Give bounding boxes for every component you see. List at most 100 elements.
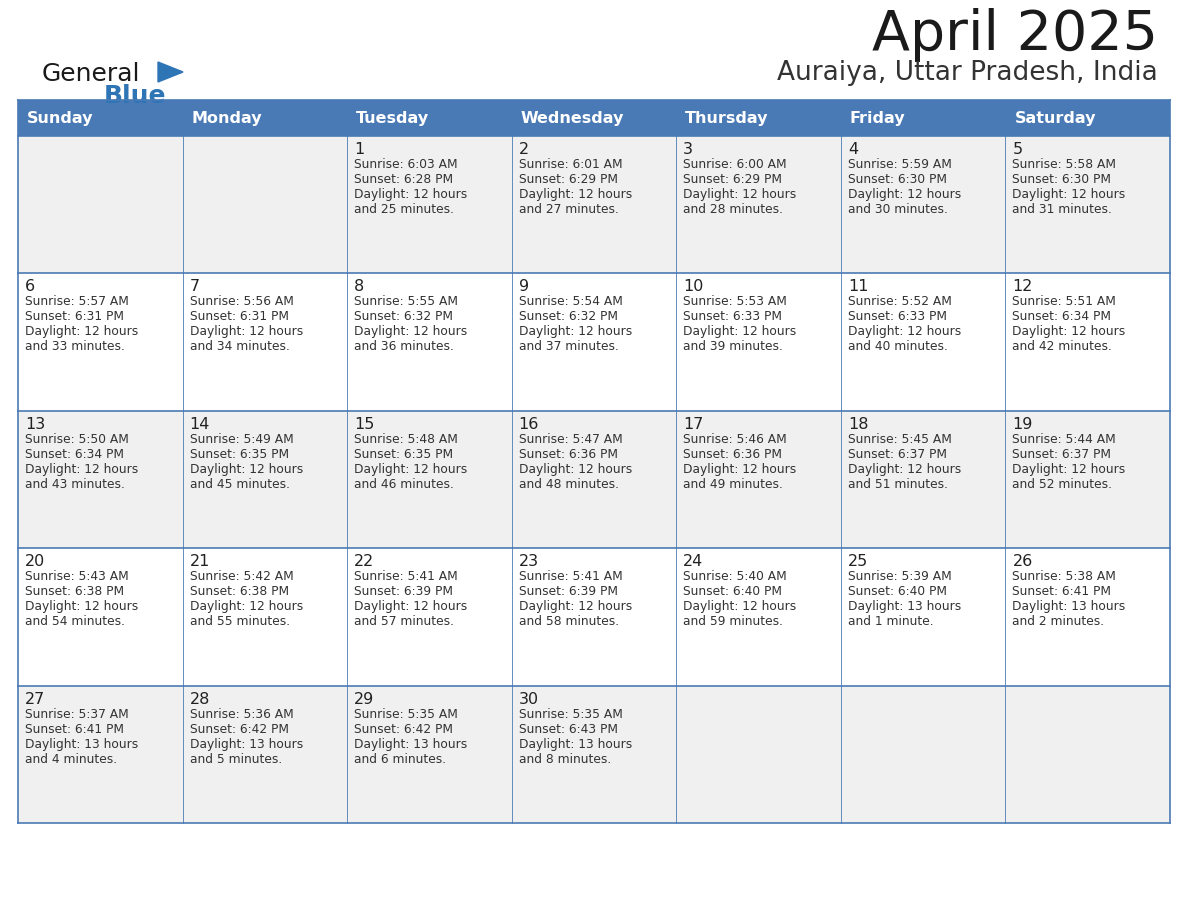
Text: and 1 minute.: and 1 minute. [848, 615, 934, 628]
Text: 27: 27 [25, 691, 45, 707]
Text: Daylight: 13 hours: Daylight: 13 hours [25, 737, 138, 751]
Text: Sunrise: 5:35 AM: Sunrise: 5:35 AM [519, 708, 623, 721]
Text: Daylight: 12 hours: Daylight: 12 hours [354, 600, 467, 613]
Text: Sunset: 6:29 PM: Sunset: 6:29 PM [519, 173, 618, 186]
Text: Daylight: 13 hours: Daylight: 13 hours [519, 737, 632, 751]
Text: Sunrise: 5:41 AM: Sunrise: 5:41 AM [354, 570, 457, 583]
Text: 5: 5 [1012, 142, 1023, 157]
Text: 8: 8 [354, 279, 365, 295]
Text: and 36 minutes.: and 36 minutes. [354, 341, 454, 353]
Text: and 48 minutes.: and 48 minutes. [519, 477, 619, 491]
Text: Daylight: 12 hours: Daylight: 12 hours [354, 463, 467, 476]
Text: and 8 minutes.: and 8 minutes. [519, 753, 611, 766]
Text: and 5 minutes.: and 5 minutes. [190, 753, 282, 766]
Text: 22: 22 [354, 554, 374, 569]
Text: and 52 minutes.: and 52 minutes. [1012, 477, 1112, 491]
Text: Sunrise: 5:54 AM: Sunrise: 5:54 AM [519, 296, 623, 308]
Text: and 59 minutes.: and 59 minutes. [683, 615, 783, 628]
Text: 16: 16 [519, 417, 539, 431]
Text: and 54 minutes.: and 54 minutes. [25, 615, 125, 628]
Text: Sunset: 6:32 PM: Sunset: 6:32 PM [354, 310, 453, 323]
Text: 7: 7 [190, 279, 200, 295]
Text: 9: 9 [519, 279, 529, 295]
Bar [18, 548, 1170, 686]
Text: Daylight: 13 hours: Daylight: 13 hours [1012, 600, 1126, 613]
Text: Tuesday: Tuesday [356, 110, 429, 126]
Text: and 25 minutes.: and 25 minutes. [354, 203, 454, 216]
Text: Sunrise: 6:03 AM: Sunrise: 6:03 AM [354, 158, 457, 171]
Text: Sunrise: 5:47 AM: Sunrise: 5:47 AM [519, 432, 623, 446]
Text: Sunrise: 5:42 AM: Sunrise: 5:42 AM [190, 570, 293, 583]
Text: and 2 minutes.: and 2 minutes. [1012, 615, 1105, 628]
Text: 13: 13 [25, 417, 45, 431]
Text: 17: 17 [683, 417, 703, 431]
Text: Sunset: 6:29 PM: Sunset: 6:29 PM [683, 173, 782, 186]
Text: Friday: Friday [849, 110, 905, 126]
Text: Sunset: 6:31 PM: Sunset: 6:31 PM [190, 310, 289, 323]
Text: and 43 minutes.: and 43 minutes. [25, 477, 125, 491]
Text: Daylight: 12 hours: Daylight: 12 hours [1012, 188, 1126, 201]
Text: Sunset: 6:31 PM: Sunset: 6:31 PM [25, 310, 124, 323]
Text: 2: 2 [519, 142, 529, 157]
Text: Sunday: Sunday [27, 110, 94, 126]
Text: Sunrise: 5:41 AM: Sunrise: 5:41 AM [519, 570, 623, 583]
Text: Monday: Monday [191, 110, 263, 126]
Text: Daylight: 12 hours: Daylight: 12 hours [354, 325, 467, 339]
Text: 28: 28 [190, 691, 210, 707]
Text: Sunrise: 5:57 AM: Sunrise: 5:57 AM [25, 296, 128, 308]
Text: Wednesday: Wednesday [520, 110, 624, 126]
Text: Sunrise: 5:49 AM: Sunrise: 5:49 AM [190, 432, 293, 446]
Bar [18, 100, 1170, 136]
Text: Daylight: 12 hours: Daylight: 12 hours [1012, 463, 1126, 476]
Text: Daylight: 12 hours: Daylight: 12 hours [190, 325, 303, 339]
Text: Sunset: 6:30 PM: Sunset: 6:30 PM [1012, 173, 1112, 186]
Bar [18, 686, 1170, 823]
Text: Sunrise: 5:50 AM: Sunrise: 5:50 AM [25, 432, 128, 446]
Text: Sunrise: 5:59 AM: Sunrise: 5:59 AM [848, 158, 952, 171]
Text: Daylight: 12 hours: Daylight: 12 hours [519, 325, 632, 339]
Text: Sunset: 6:34 PM: Sunset: 6:34 PM [25, 448, 124, 461]
Text: 24: 24 [683, 554, 703, 569]
Text: Saturday: Saturday [1015, 110, 1095, 126]
Text: 15: 15 [354, 417, 374, 431]
Text: Daylight: 12 hours: Daylight: 12 hours [519, 463, 632, 476]
Text: Blue: Blue [105, 84, 166, 108]
Text: and 57 minutes.: and 57 minutes. [354, 615, 454, 628]
Text: Auraiya, Uttar Pradesh, India: Auraiya, Uttar Pradesh, India [777, 60, 1158, 86]
Text: Daylight: 12 hours: Daylight: 12 hours [683, 600, 796, 613]
Text: Sunrise: 5:51 AM: Sunrise: 5:51 AM [1012, 296, 1117, 308]
Text: and 40 minutes.: and 40 minutes. [848, 341, 948, 353]
Text: 12: 12 [1012, 279, 1032, 295]
Text: Daylight: 13 hours: Daylight: 13 hours [848, 600, 961, 613]
Text: Sunrise: 5:48 AM: Sunrise: 5:48 AM [354, 432, 459, 446]
Text: Sunset: 6:36 PM: Sunset: 6:36 PM [683, 448, 782, 461]
Text: April 2025: April 2025 [872, 8, 1158, 62]
Text: 11: 11 [848, 279, 868, 295]
Text: 23: 23 [519, 554, 539, 569]
Text: Sunset: 6:40 PM: Sunset: 6:40 PM [683, 585, 782, 599]
Text: and 42 minutes.: and 42 minutes. [1012, 341, 1112, 353]
Text: Sunset: 6:43 PM: Sunset: 6:43 PM [519, 722, 618, 735]
Text: and 46 minutes.: and 46 minutes. [354, 477, 454, 491]
Text: Daylight: 13 hours: Daylight: 13 hours [190, 737, 303, 751]
Text: Daylight: 12 hours: Daylight: 12 hours [683, 463, 796, 476]
Text: Sunrise: 5:58 AM: Sunrise: 5:58 AM [1012, 158, 1117, 171]
Text: and 55 minutes.: and 55 minutes. [190, 615, 290, 628]
Text: Sunset: 6:42 PM: Sunset: 6:42 PM [354, 722, 453, 735]
Text: Sunrise: 5:40 AM: Sunrise: 5:40 AM [683, 570, 786, 583]
Text: 20: 20 [25, 554, 45, 569]
Text: Daylight: 12 hours: Daylight: 12 hours [519, 600, 632, 613]
Text: Sunset: 6:39 PM: Sunset: 6:39 PM [354, 585, 453, 599]
Text: and 31 minutes.: and 31 minutes. [1012, 203, 1112, 216]
Text: and 27 minutes.: and 27 minutes. [519, 203, 619, 216]
Text: Sunrise: 5:37 AM: Sunrise: 5:37 AM [25, 708, 128, 721]
Text: Sunset: 6:35 PM: Sunset: 6:35 PM [190, 448, 289, 461]
Text: Sunrise: 6:01 AM: Sunrise: 6:01 AM [519, 158, 623, 171]
Text: 1: 1 [354, 142, 365, 157]
Bar [18, 410, 1170, 548]
Bar [18, 274, 1170, 410]
Text: Sunrise: 5:56 AM: Sunrise: 5:56 AM [190, 296, 293, 308]
Text: Sunrise: 5:38 AM: Sunrise: 5:38 AM [1012, 570, 1117, 583]
Text: Sunset: 6:37 PM: Sunset: 6:37 PM [848, 448, 947, 461]
Text: Sunrise: 5:45 AM: Sunrise: 5:45 AM [848, 432, 952, 446]
